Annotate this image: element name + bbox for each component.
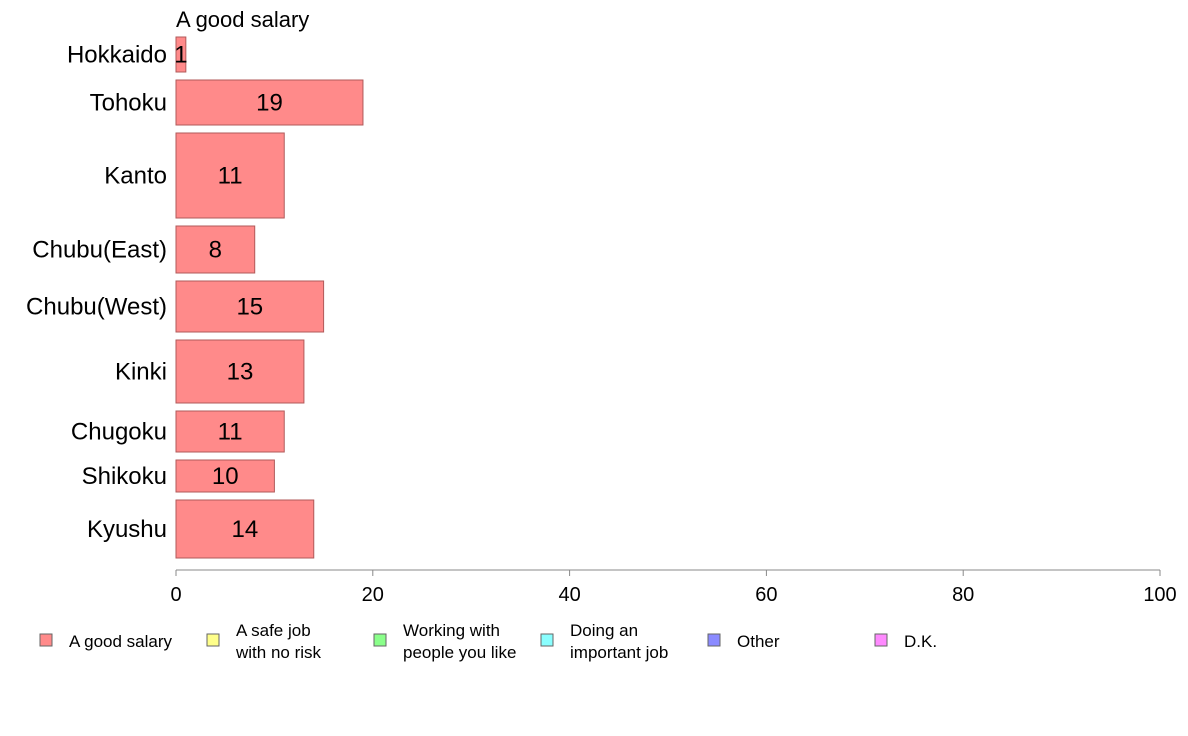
category-label: Chubu(East): [32, 237, 167, 264]
category-label: Tohoku: [90, 90, 167, 117]
x-tick-label: 60: [755, 584, 777, 606]
chart-title: A good salary: [176, 7, 309, 32]
data-label: 13: [227, 359, 254, 386]
legend-label: Doing an important job: [570, 621, 668, 662]
legend-swatch: [707, 633, 721, 647]
legend-swatch: [540, 633, 554, 647]
x-tick-label: 40: [558, 584, 580, 606]
x-tick-label: 100: [1143, 584, 1176, 606]
data-label: 1: [174, 42, 187, 69]
legend-label: A good salary: [69, 632, 173, 651]
bar-chugoku: [175, 410, 285, 453]
bar-hokkaido: [175, 36, 187, 73]
legend-swatch: [874, 633, 888, 647]
x-tick-label: 80: [952, 584, 974, 606]
bar-shikoku: [175, 459, 275, 493]
x-tick-label: 0: [170, 584, 181, 606]
legend-label: Other: [737, 632, 780, 651]
category-label: Kyushu: [87, 516, 167, 543]
bar-kyushu: [175, 499, 315, 559]
bar-chubu-west: [175, 280, 325, 333]
data-label: 11: [218, 163, 243, 190]
category-label: Kanto: [104, 163, 167, 190]
category-label: Kinki: [115, 359, 167, 386]
bar-kanto: [175, 132, 285, 219]
legend-label: Working with people you like: [403, 621, 516, 662]
data-label: 14: [232, 516, 259, 543]
bar-kinki: [175, 339, 305, 404]
legend-swatch: [206, 633, 220, 647]
data-label: 8: [209, 237, 222, 264]
bar-tohoku: [175, 79, 364, 126]
x-tick-label: 20: [362, 584, 384, 606]
bars-group: 1 19 11 8 15 13 11 10 14: [174, 36, 364, 559]
legend-label: A safe job with no risk: [235, 621, 322, 662]
data-label: 19: [256, 90, 283, 117]
bar-chubu-east: [175, 225, 256, 274]
category-label: Hokkaido: [67, 42, 167, 69]
legend: A good salary A safe job with no risk Worki…: [39, 621, 937, 662]
data-label: 11: [218, 419, 243, 446]
category-label: Chubu(West): [26, 294, 167, 321]
category-label: Shikoku: [82, 463, 167, 490]
legend-swatch: [39, 633, 53, 647]
legend-label: D.K.: [904, 632, 937, 651]
category-label: Chugoku: [71, 419, 167, 446]
data-label: 10: [212, 463, 239, 490]
legend-swatch: [373, 633, 387, 647]
x-axis: 0 20 40 60 80 100: [170, 569, 1177, 606]
category-labels: Hokkaido Tohoku Kanto Chubu(East) Chubu(West…: [26, 42, 167, 544]
data-label: 15: [236, 294, 263, 321]
